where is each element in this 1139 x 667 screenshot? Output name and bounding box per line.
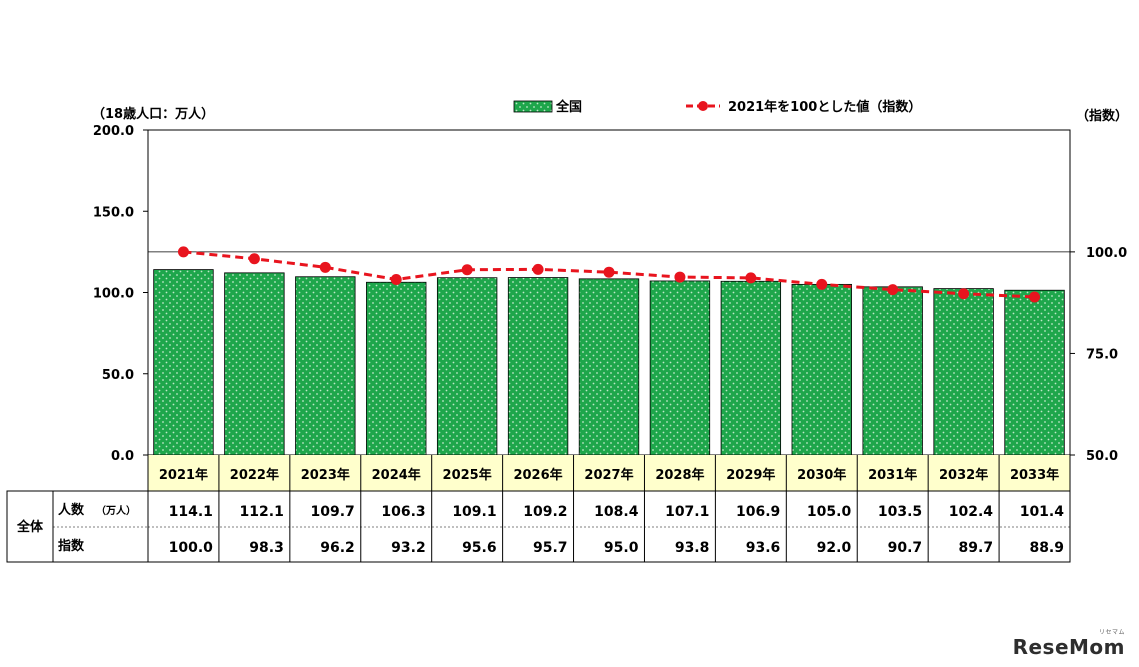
line-point xyxy=(461,264,473,276)
x-tick-label: 2026年 xyxy=(513,467,562,483)
line-point xyxy=(887,284,899,296)
table-cell: 107.1 xyxy=(665,504,709,520)
legend-label-line: 2021年を100とした値（指数） xyxy=(728,99,921,115)
line-point xyxy=(390,274,402,285)
line-point xyxy=(958,288,970,300)
watermark-logo: ReseMom リセマム xyxy=(1012,629,1125,659)
table-cell: 109.2 xyxy=(523,504,567,520)
table-cell: 108.4 xyxy=(594,504,639,520)
table-row-label-population: 人数 xyxy=(58,502,85,518)
y-tick-label-right: 50.0 xyxy=(1086,449,1118,464)
bar xyxy=(507,277,569,456)
bar xyxy=(153,269,214,456)
x-tick-label: 2021年 xyxy=(159,467,208,483)
bar xyxy=(933,288,994,456)
table-cell: 93.8 xyxy=(675,540,710,556)
left-axis: 0.0 50.0 100.0 150.0 200.0 xyxy=(93,124,148,464)
bar xyxy=(295,276,356,456)
table-cell: 89.7 xyxy=(959,540,994,556)
y-tick-label-right: 100.0 xyxy=(1086,246,1127,261)
table-cell: 95.7 xyxy=(533,540,568,556)
table-cells: 2021年 2022年 2023年 2024年 2025年 2026年 2027年 2028年… xyxy=(159,455,1064,562)
table-cell: 98.3 xyxy=(249,540,284,556)
y-axis-title-right: （指数） xyxy=(1076,108,1128,124)
x-tick-label: 2031年 xyxy=(868,467,917,483)
bar xyxy=(366,281,427,456)
line-point xyxy=(532,263,544,275)
bar xyxy=(1004,289,1065,456)
x-tick-label: 2032年 xyxy=(939,467,988,483)
legend-label-bar: 全国 xyxy=(555,99,582,115)
table-cell: 93.2 xyxy=(391,540,426,556)
table-cell: 109.1 xyxy=(452,504,496,520)
watermark-text: ReseMom xyxy=(1012,635,1125,659)
bar xyxy=(224,272,285,456)
line-point xyxy=(319,261,331,273)
y-tick-label-left: 0.0 xyxy=(111,449,134,464)
bar xyxy=(436,277,498,456)
line-point xyxy=(603,266,615,278)
y-tick-label-left: 150.0 xyxy=(93,205,134,220)
table-row-unit-population: （万人） xyxy=(96,504,136,517)
bar xyxy=(720,280,782,456)
x-tick-label: 2029年 xyxy=(726,467,775,483)
x-tick-label: 2027年 xyxy=(584,467,633,483)
line-series xyxy=(177,246,1041,303)
table-cell: 95.6 xyxy=(462,540,497,556)
legend-marker xyxy=(698,101,708,111)
line-point xyxy=(248,253,260,265)
y-tick-label-left: 50.0 xyxy=(102,368,134,383)
x-tick-label: 2033年 xyxy=(1010,467,1059,483)
x-tick-label: 2022年 xyxy=(230,467,279,483)
line-point xyxy=(816,278,828,290)
line-point xyxy=(177,246,189,258)
bar xyxy=(862,286,923,456)
watermark-subtext: リセマム xyxy=(1098,629,1125,636)
table-cell: 101.4 xyxy=(1020,504,1065,520)
bar xyxy=(578,278,640,456)
year-header-bg xyxy=(148,455,1070,491)
x-tick-label: 2030年 xyxy=(797,467,846,483)
table-cell: 96.2 xyxy=(320,540,355,556)
table-cell: 92.0 xyxy=(817,540,852,556)
line-point xyxy=(674,271,686,283)
table-cell: 106.9 xyxy=(736,504,780,520)
legend-swatch-bar xyxy=(513,100,553,113)
bar xyxy=(791,283,852,456)
right-axis: 50.0 75.0 100.0 xyxy=(1070,246,1127,464)
table-cell: 103.5 xyxy=(878,504,922,520)
table-cell: 106.3 xyxy=(381,504,425,520)
y-tick-label-right: 75.0 xyxy=(1086,347,1118,362)
table-cell: 102.4 xyxy=(949,504,994,520)
table-cell: 109.7 xyxy=(310,504,354,520)
table-cell: 100.0 xyxy=(169,540,214,556)
line-point xyxy=(1029,291,1041,303)
table-row-label-index: 指数 xyxy=(58,538,85,554)
table-cell: 114.1 xyxy=(169,504,213,520)
data-table: 全体 人数 （万人） 指数 2021年 2022年 2023年 2024年 2025年 2… xyxy=(6,455,1071,563)
table-cell: 88.9 xyxy=(1029,540,1064,556)
table-group-label: 全体 xyxy=(16,519,44,535)
table-cell: 105.0 xyxy=(807,504,852,520)
bar-series xyxy=(153,269,1065,456)
x-tick-label: 2025年 xyxy=(443,467,492,483)
x-tick-label: 2024年 xyxy=(372,467,421,483)
table-body-frame xyxy=(6,490,1071,563)
y-tick-label-left: 200.0 xyxy=(93,124,134,139)
table-cell: 95.0 xyxy=(604,540,639,556)
line-point xyxy=(745,272,757,284)
y-tick-label-left: 100.0 xyxy=(93,287,134,302)
x-tick-label: 2023年 xyxy=(301,467,350,483)
table-cell: 112.1 xyxy=(240,504,284,520)
table-cell: 90.7 xyxy=(888,540,923,556)
legend: 全国 2021年を100とした値（指数） xyxy=(513,99,921,115)
bar xyxy=(649,280,711,456)
x-tick-label: 2028年 xyxy=(655,467,704,483)
table-cell: 93.6 xyxy=(746,540,781,556)
y-axis-title-left: （18歳人口：万人） xyxy=(92,106,214,122)
